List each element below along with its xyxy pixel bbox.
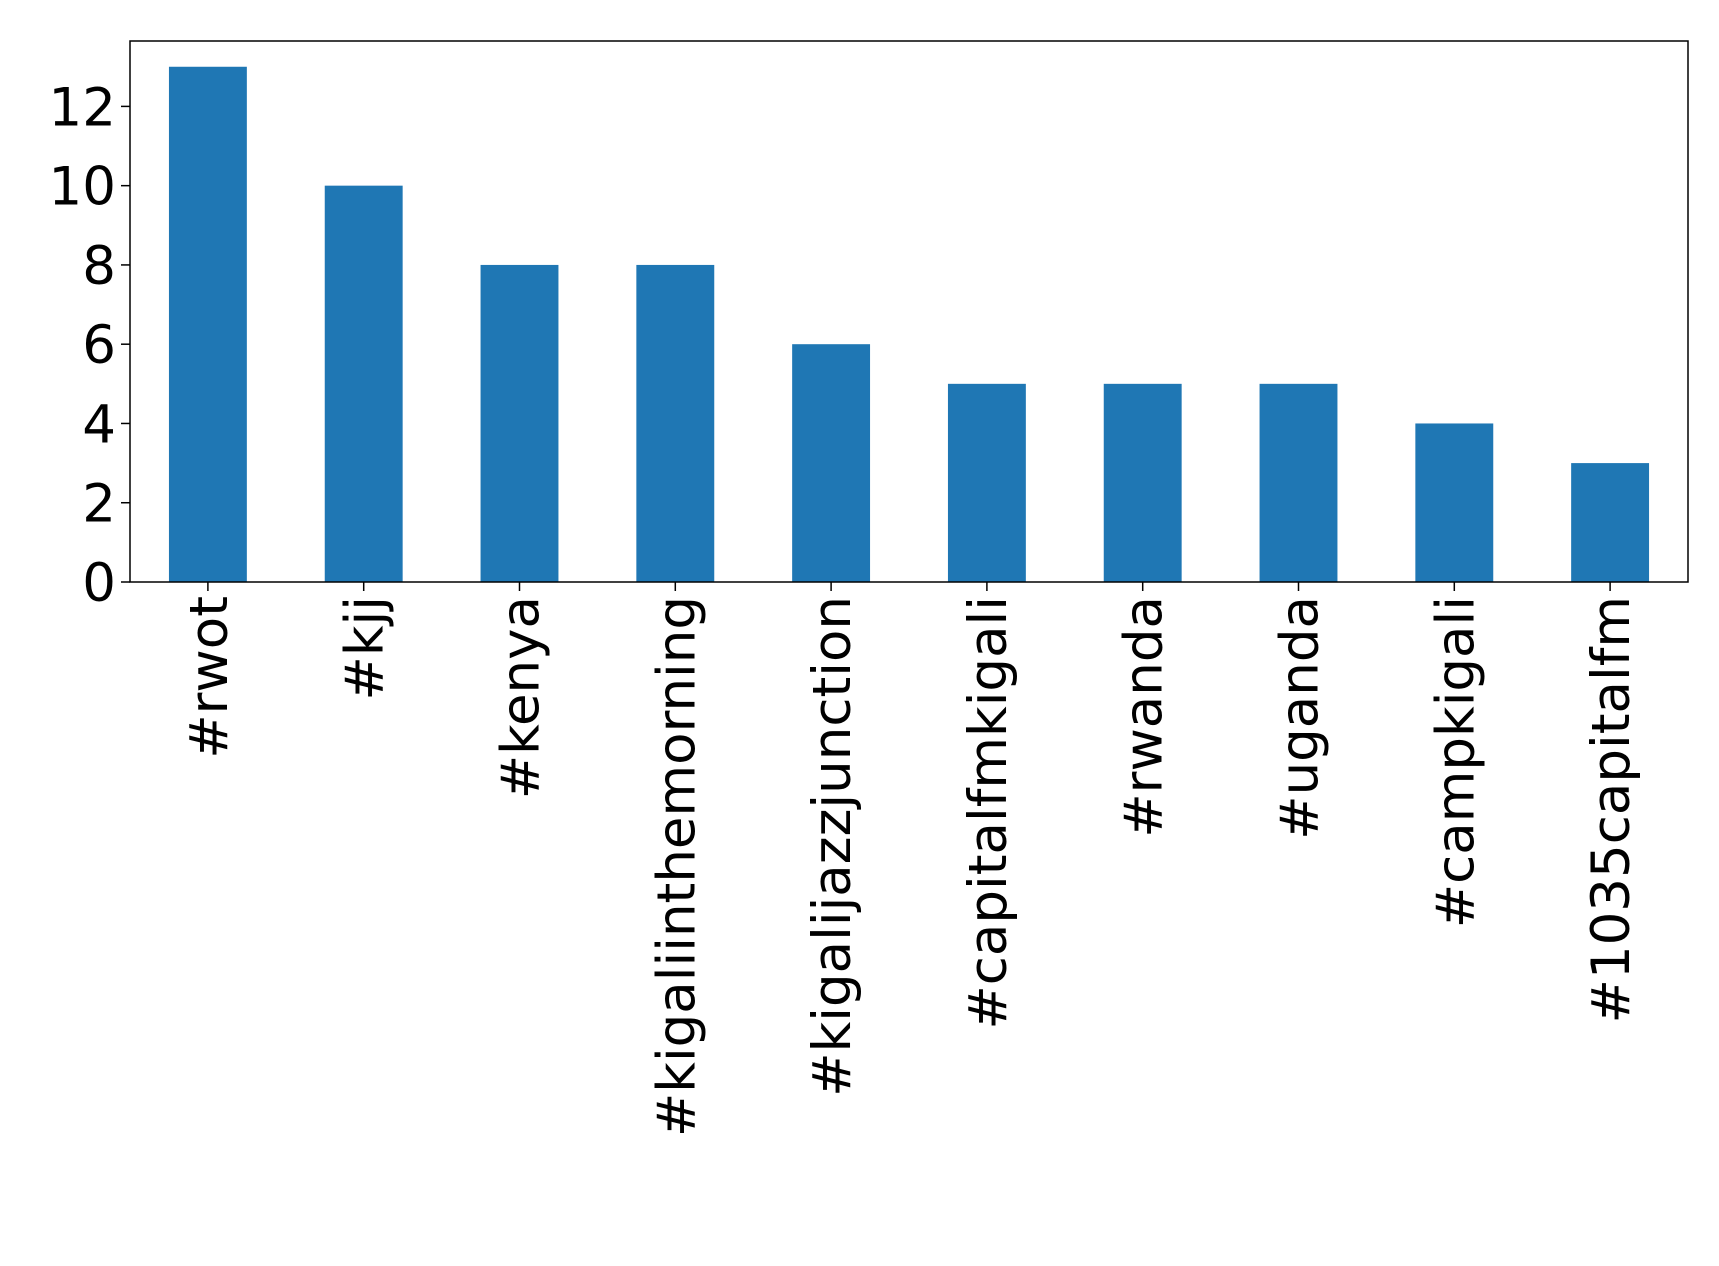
x-tick-label: #capitalfmkigali [958,596,1019,1030]
x-tick-label: #kjj [335,596,396,701]
y-tick-label: 10 [49,157,116,218]
x-tick-label: #kigaliinthemorning [646,596,707,1137]
y-tick-label: 8 [82,236,116,297]
bar [168,66,247,582]
bar [947,383,1026,582]
y-tick-label: 0 [82,553,116,614]
x-tick-label: #kenya [491,596,552,799]
bar [324,185,403,582]
x-tick-label: #1035capitalfm [1581,596,1642,1024]
x-tick-label: #rwot [179,596,240,759]
bar [1103,383,1182,582]
y-tick-label: 6 [82,315,116,376]
plot-frame [129,40,1689,583]
y-tick-label: 2 [82,474,116,535]
y-tick-label: 4 [82,394,116,455]
bar [792,344,871,582]
x-tick-label: #campkigali [1425,596,1486,928]
y-tick-label: 12 [49,77,116,138]
bar [1571,463,1650,582]
x-tick-label: #rwanda [1114,596,1175,838]
bar [636,264,715,582]
x-tick-label: #uganda [1270,596,1331,840]
bar [1415,423,1494,582]
x-tick-label: #kigalijazzjunction [802,596,863,1097]
bar [480,264,559,582]
bar [1259,383,1338,582]
